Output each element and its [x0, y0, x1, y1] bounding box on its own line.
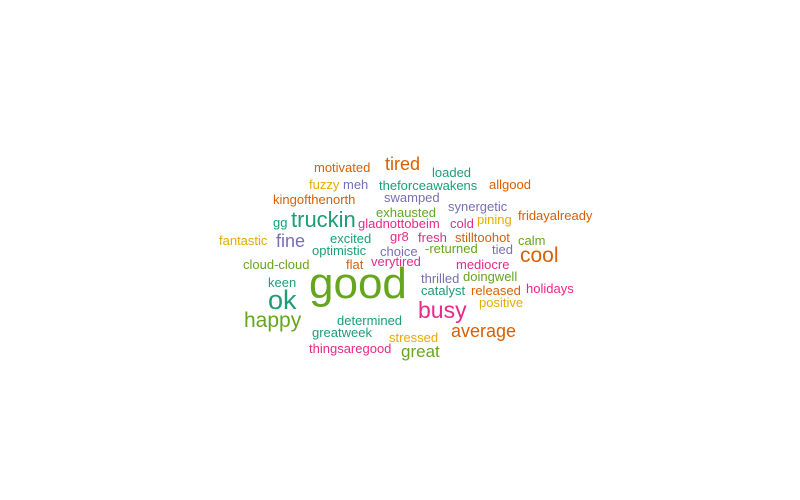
word-gr8: gr8	[390, 229, 409, 244]
word-synergetic: synergetic	[448, 199, 508, 214]
word-catalyst: catalyst	[421, 283, 466, 298]
word-motivated: motivated	[314, 160, 371, 175]
word-cloud-cloud: cloud-cloud	[243, 257, 310, 272]
word-determined: determined	[337, 313, 403, 328]
word-ok: ok	[268, 285, 297, 315]
word-exhausted: exhausted	[376, 205, 436, 220]
word-kingofthenorth: kingofthenorth	[273, 192, 356, 207]
word-excited: excited	[330, 231, 372, 246]
word-positive: positive	[479, 295, 524, 310]
word-swamped: swamped	[384, 190, 440, 205]
word-returned: -returned	[425, 241, 478, 256]
word-pining: pining	[477, 212, 512, 227]
word-gladnottobeim: gladnottobeim	[358, 216, 440, 231]
word-flat: flat	[346, 257, 364, 272]
word-tired: tired	[385, 154, 421, 174]
word-fridayalready: fridayalready	[518, 208, 593, 223]
word-great: great	[401, 342, 440, 361]
word-fuzzy: fuzzy	[309, 177, 340, 192]
word-released: released	[471, 283, 521, 298]
word-good: good	[309, 259, 407, 308]
word-happy: happy	[244, 309, 302, 332]
word-thingsaregood: thingsaregood	[309, 341, 392, 356]
word-holidays: holidays	[526, 281, 574, 296]
word-loaded: loaded	[432, 165, 472, 180]
word-mediocre: mediocre	[456, 257, 510, 272]
word-average: average	[451, 321, 517, 341]
word-keen: keen	[268, 275, 297, 290]
word-thrilled: thrilled	[421, 271, 460, 286]
word-stressed: stressed	[389, 330, 439, 345]
word-calm: calm	[518, 233, 546, 248]
word-cool: cool	[520, 244, 559, 267]
word-doingwell: doingwell	[463, 269, 518, 284]
word-allgood: allgood	[489, 177, 531, 192]
word-gg: gg	[273, 215, 288, 230]
word-choice: choice	[380, 244, 418, 259]
word-fresh: fresh	[418, 230, 447, 245]
word-greatweek: greatweek	[312, 325, 372, 340]
word-fantastic: fantastic	[219, 233, 268, 248]
word-stilltoohot: stilltoohot	[455, 230, 510, 245]
word-cold: cold	[450, 216, 474, 231]
word-tied: tied	[492, 242, 513, 257]
word-fine: fine	[276, 231, 306, 251]
word-theforceawakens: theforceawakens	[379, 178, 478, 193]
word-meh: meh	[343, 177, 369, 192]
word-optimistic: optimistic	[312, 243, 367, 258]
word-verytired: verytired	[371, 254, 421, 269]
word-busy: busy	[418, 297, 467, 323]
word-truckin: truckin	[291, 207, 356, 232]
